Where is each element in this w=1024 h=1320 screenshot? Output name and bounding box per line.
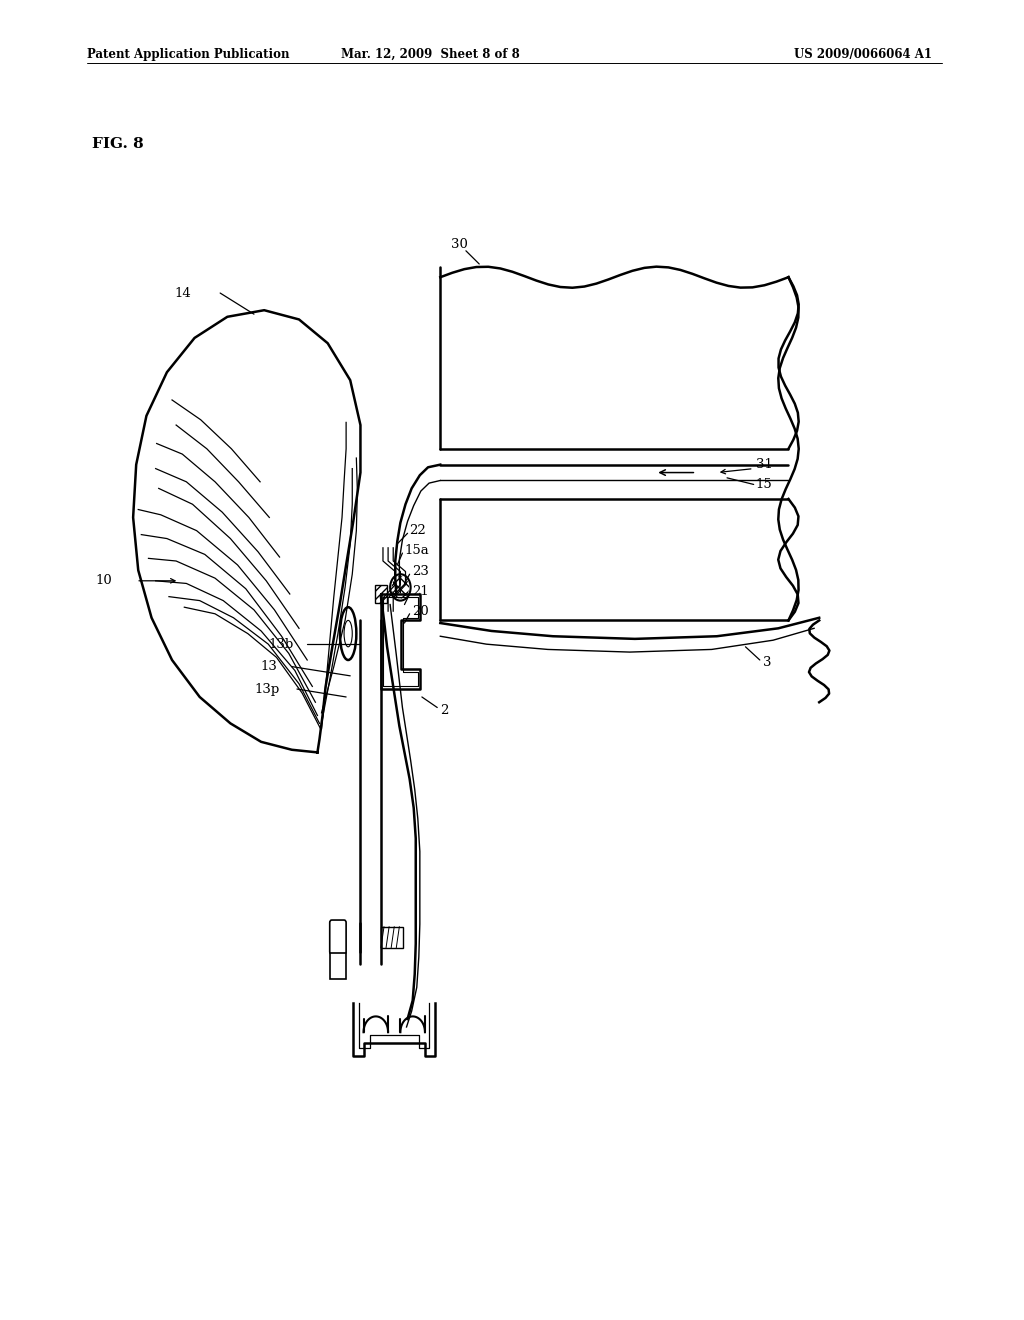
Bar <box>440 277 788 449</box>
Bar <box>440 499 788 620</box>
Text: 13b: 13b <box>268 638 294 651</box>
Text: 13: 13 <box>260 660 276 673</box>
Bar <box>381 594 420 689</box>
Text: 14: 14 <box>174 286 190 300</box>
Text: 30: 30 <box>451 238 467 251</box>
Bar <box>375 585 387 603</box>
Text: 15a: 15a <box>404 544 429 557</box>
Bar <box>360 620 381 964</box>
Text: 2: 2 <box>440 704 449 717</box>
FancyBboxPatch shape <box>330 920 346 954</box>
Bar <box>353 1003 435 1056</box>
Text: 31: 31 <box>756 458 772 471</box>
Text: 10: 10 <box>95 574 112 587</box>
Text: Mar. 12, 2009  Sheet 8 of 8: Mar. 12, 2009 Sheet 8 of 8 <box>341 49 519 61</box>
Text: 21: 21 <box>412 585 428 598</box>
Text: 20: 20 <box>412 605 428 618</box>
Text: FIG. 8: FIG. 8 <box>92 137 144 152</box>
Text: 3: 3 <box>763 656 771 669</box>
Text: US 2009/0066064 A1: US 2009/0066064 A1 <box>794 49 932 61</box>
Text: 22: 22 <box>410 524 426 537</box>
Ellipse shape <box>340 607 356 660</box>
Text: 13p: 13p <box>254 682 280 696</box>
Bar <box>330 953 346 979</box>
Text: 23: 23 <box>412 565 428 578</box>
Text: Patent Application Publication: Patent Application Publication <box>87 49 290 61</box>
Text: 15: 15 <box>756 478 772 491</box>
Bar <box>381 927 403 948</box>
